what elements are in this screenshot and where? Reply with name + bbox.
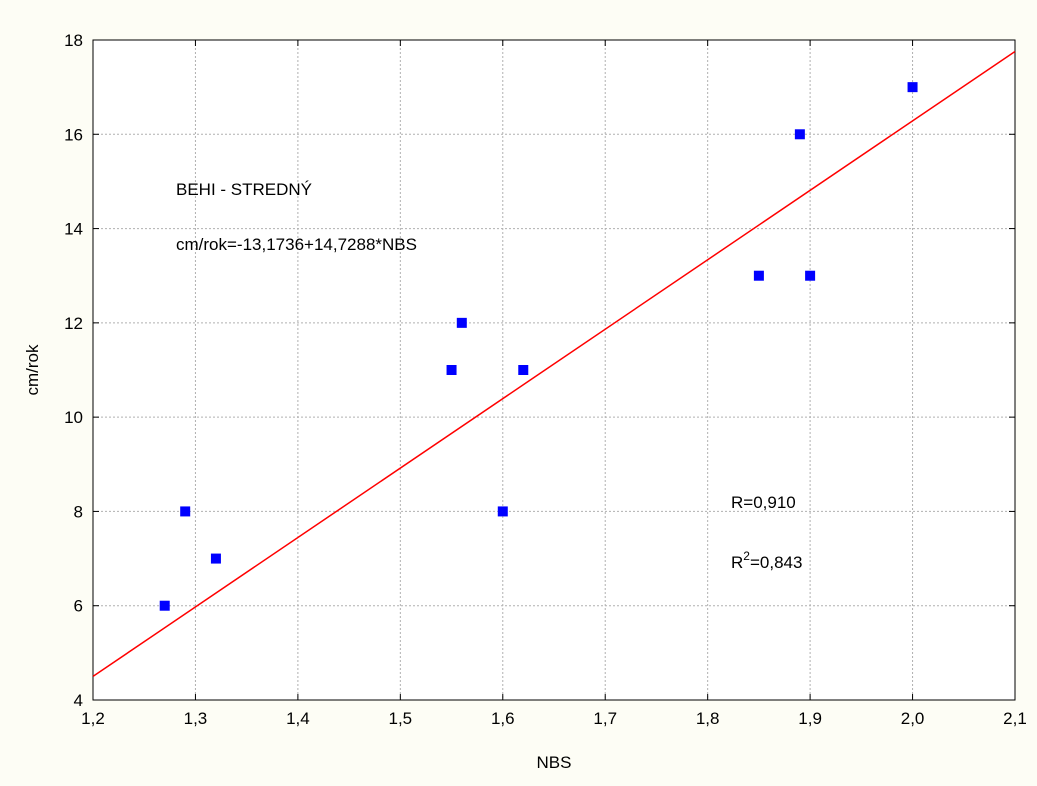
r2-superscript: 2 [743, 549, 750, 563]
data-point [210, 553, 221, 564]
plot-area [93, 40, 1015, 700]
x-tick-label: 1,9 [798, 709, 822, 728]
y-axis-label: cm/rok [23, 344, 42, 396]
x-axis-label: NBS [537, 753, 572, 772]
r-value: R=0,910 [731, 493, 796, 512]
data-point [907, 82, 918, 93]
regression-equation: cm/rok=-13,1736+14,7288*NBS [176, 235, 417, 254]
data-point [497, 506, 508, 517]
data-point [159, 600, 170, 611]
r2-number: =0,843 [750, 553, 802, 572]
x-tick-label: 1,6 [491, 709, 515, 728]
data-point [456, 317, 467, 328]
y-tick-label: 4 [74, 691, 83, 710]
annotations: BEHI - STREDNÝ cm/rok=-13,1736+14,7288*N… [176, 180, 802, 572]
x-tick-label: 1,8 [696, 709, 720, 728]
x-tick-label: 1,3 [184, 709, 208, 728]
regression-line [92, 50, 1016, 678]
x-tick-label: 2,1 [1003, 709, 1027, 728]
grid [93, 40, 1015, 700]
x-tick-label: 1,5 [389, 709, 413, 728]
r2-value: R2=0,843 [731, 549, 802, 572]
data-point [446, 365, 457, 375]
chart-annotation-title: BEHI - STREDNÝ [176, 180, 312, 199]
r2-prefix: R [731, 553, 743, 572]
data-point [753, 270, 764, 281]
y-tick-label: 14 [64, 220, 83, 239]
x-tick-label: 1,7 [593, 709, 617, 728]
regression-line-layer [92, 50, 1016, 678]
x-tick-label: 2,0 [901, 709, 925, 728]
y-tick-label: 8 [74, 502, 83, 521]
y-tick-label: 6 [74, 597, 83, 616]
y-tick-label: 16 [64, 125, 83, 144]
data-point [180, 506, 191, 517]
y-tick-label: 18 [64, 31, 83, 50]
y-tick-label: 10 [64, 408, 83, 427]
data-point [794, 129, 805, 140]
x-tick-label: 1,2 [81, 709, 105, 728]
x-tick-label: 1,4 [286, 709, 310, 728]
axes: 1,2 1,3 1,4 1,5 1,6 1,7 1,8 1,9 2,0 2,1 4 6 8 10 12 14 1… [64, 31, 1027, 728]
y-tick-label: 12 [64, 314, 83, 333]
data-points [159, 82, 918, 611]
plot-frame [92, 39, 1016, 701]
data-point [518, 365, 529, 375]
data-point [805, 270, 816, 281]
